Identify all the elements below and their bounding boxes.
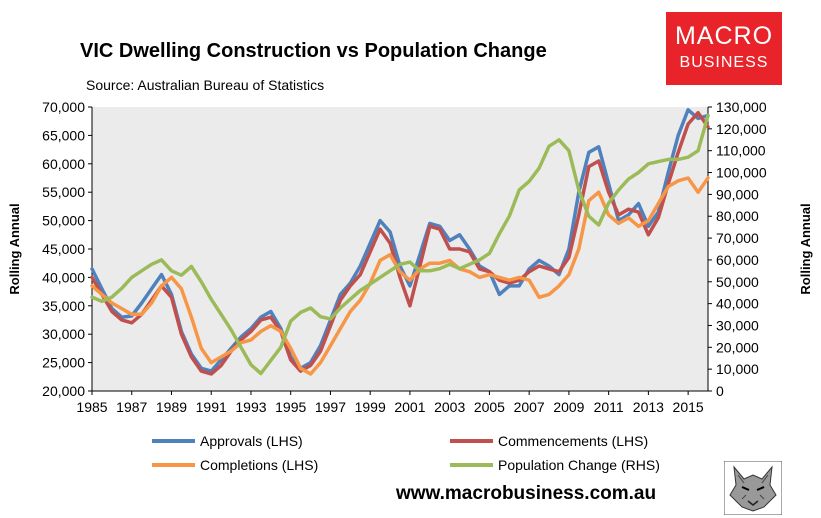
left-tick-label: 35,000 [42, 298, 85, 314]
macrobusiness-logo: MACRO BUSINESS [666, 12, 782, 85]
right-tick-label: 10,000 [716, 361, 759, 377]
x-tick-label: 2005 [474, 399, 505, 415]
right-tick-label: 120,000 [716, 121, 767, 137]
legend-label-2: Commencements (LHS) [498, 433, 648, 449]
left-tick-label: 30,000 [42, 326, 85, 342]
x-tick-label: 1993 [235, 399, 266, 415]
chart-source: Source: Australian Bureau of Statistics [86, 77, 325, 93]
left-tick-label: 60,000 [42, 156, 85, 172]
right-tick-label: 90,000 [716, 186, 759, 202]
x-tick-label: 1987 [116, 399, 147, 415]
right-tick-label: 30,000 [716, 317, 759, 333]
right-tick-label: 130,000 [716, 99, 767, 115]
x-tick-label: 2013 [633, 399, 664, 415]
left-tick-label: 40,000 [42, 269, 85, 285]
right-tick-label: 50,000 [716, 274, 759, 290]
x-tick-label: 2001 [394, 399, 425, 415]
chart-title: VIC Dwelling Construction vs Population … [80, 40, 547, 62]
right-axis-title: Rolling Annual [798, 203, 813, 294]
right-tick-label: 80,000 [716, 208, 759, 224]
right-tick-label: 60,000 [716, 252, 759, 268]
left-tick-label: 25,000 [42, 355, 85, 371]
left-tick-label: 55,000 [42, 184, 85, 200]
x-tick-label: 2003 [434, 399, 465, 415]
x-tick-label: 2007 [514, 399, 545, 415]
right-tick-label: 70,000 [716, 230, 759, 246]
left-tick-label: 20,000 [42, 383, 85, 399]
x-tick-label: 1997 [315, 399, 346, 415]
logo-line-1: MACRO [674, 22, 774, 50]
left-axis-title: Rolling Annual [7, 203, 22, 294]
right-tick-label: 100,000 [716, 165, 767, 181]
left-tick-label: 65,000 [42, 127, 85, 143]
legend-label-4: Population Change (RHS) [498, 457, 660, 473]
right-tick-label: 20,000 [716, 339, 759, 355]
x-tick-label: 2015 [673, 399, 704, 415]
x-tick-label: 1989 [156, 399, 187, 415]
x-tick-label: 1991 [196, 399, 227, 415]
series-line-4 [90, 113, 710, 376]
left-tick-label: 45,000 [42, 241, 85, 257]
plot-area [92, 107, 708, 391]
right-tick-label: 0 [716, 383, 724, 399]
x-tick-label: 1999 [355, 399, 386, 415]
legend-label-1: Approvals (LHS) [200, 433, 303, 449]
x-tick-label: 2011 [594, 399, 624, 415]
x-tick-label: 2009 [553, 399, 584, 415]
website-url: www.macrobusiness.com.au [396, 483, 657, 504]
x-tick-label: 1985 [76, 399, 107, 415]
legend-label-3: Completions (LHS) [200, 457, 318, 473]
left-tick-label: 70,000 [42, 99, 85, 115]
series-line-2 [90, 110, 710, 376]
right-tick-label: 110,000 [716, 143, 766, 159]
left-tick-label: 50,000 [42, 213, 85, 229]
x-tick-label: 1995 [275, 399, 306, 415]
logo-line-2: BUSINESS [679, 54, 769, 71]
right-tick-label: 40,000 [716, 296, 759, 312]
wolf-logo-icon [724, 461, 782, 515]
